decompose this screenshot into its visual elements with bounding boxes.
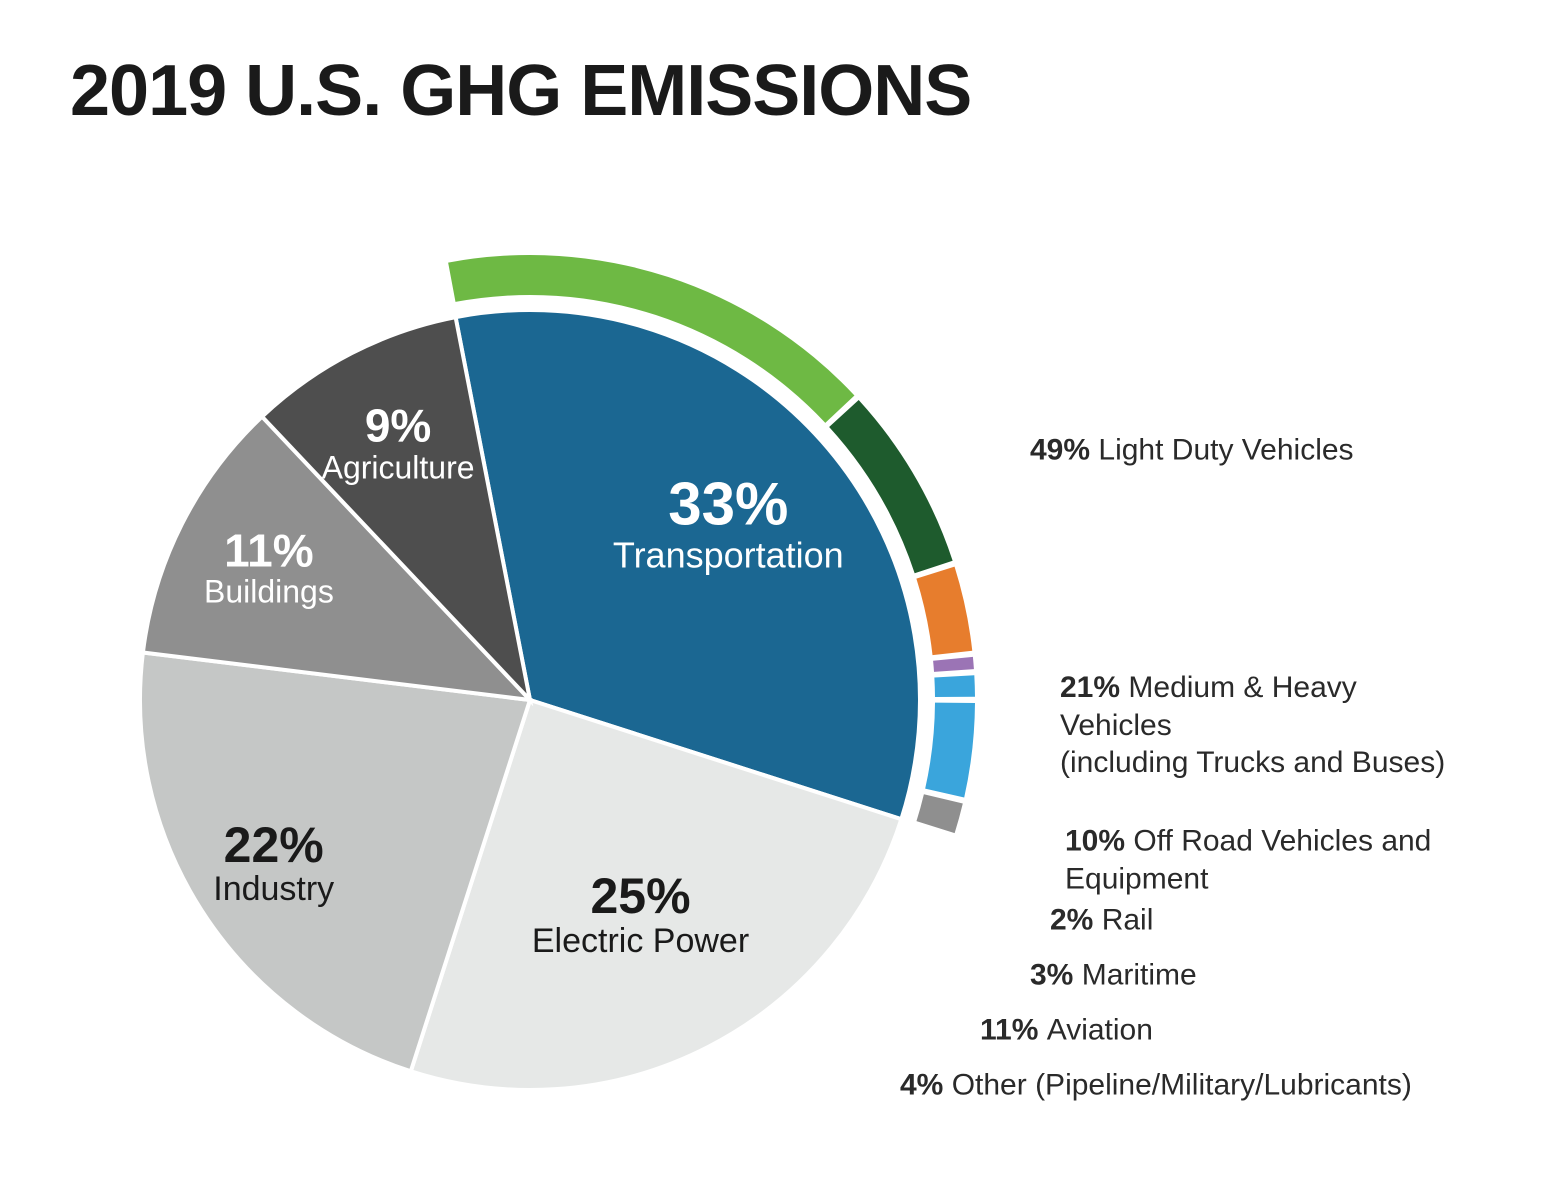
arc-segment-percent: 3% xyxy=(1030,958,1082,991)
arc-segment-percent: 10% xyxy=(1065,825,1133,858)
pie-chart-area: 33%Transportation25%Electric Power22%Ind… xyxy=(50,160,1450,1185)
chart-title: 2019 U.S. GHG EMISSIONS xyxy=(70,50,971,132)
arc-segment-label: 2% Rail xyxy=(1050,901,1153,939)
arc-segment-name: Aviation xyxy=(1047,1013,1153,1046)
arc-segment-label: 10% Off Road Vehicles and Equipment xyxy=(1065,823,1450,898)
arc-segment-percent: 49% xyxy=(1030,433,1098,466)
arc-segment-rail xyxy=(933,657,974,672)
arc-segment-percent: 4% xyxy=(900,1068,952,1101)
arc-segment-off-road-vehicles-and-equipmen xyxy=(916,567,972,656)
arc-segment-aviation xyxy=(925,703,975,798)
arc-segment-maritime xyxy=(934,675,975,697)
arc-segment-name: Light Duty Vehicles xyxy=(1098,433,1353,466)
arc-segment-percent: 21% xyxy=(1060,671,1128,704)
arc-segment-other-pipeline-military-lubric xyxy=(916,794,962,833)
chart-page: 2019 U.S. GHG EMISSIONS 33%Transportatio… xyxy=(0,0,1548,1204)
arc-segment-name: Maritime xyxy=(1082,958,1197,991)
arc-segment-label: 11% Aviation xyxy=(980,1011,1153,1049)
arc-segment-percent: 2% xyxy=(1050,903,1102,936)
arc-segment-name: Other (Pipeline/Military/Lubricants) xyxy=(952,1068,1412,1101)
arc-segment-label: 21% Medium & Heavy Vehicles (including T… xyxy=(1060,669,1450,782)
arc-segment-label: 49% Light Duty Vehicles xyxy=(1030,431,1354,469)
arc-segment-label: 4% Other (Pipeline/Military/Lubricants) xyxy=(900,1066,1412,1104)
arc-segment-label: 3% Maritime xyxy=(1030,956,1197,994)
arc-segment-name: Rail xyxy=(1102,903,1154,936)
arc-segment-percent: 11% xyxy=(980,1013,1047,1046)
